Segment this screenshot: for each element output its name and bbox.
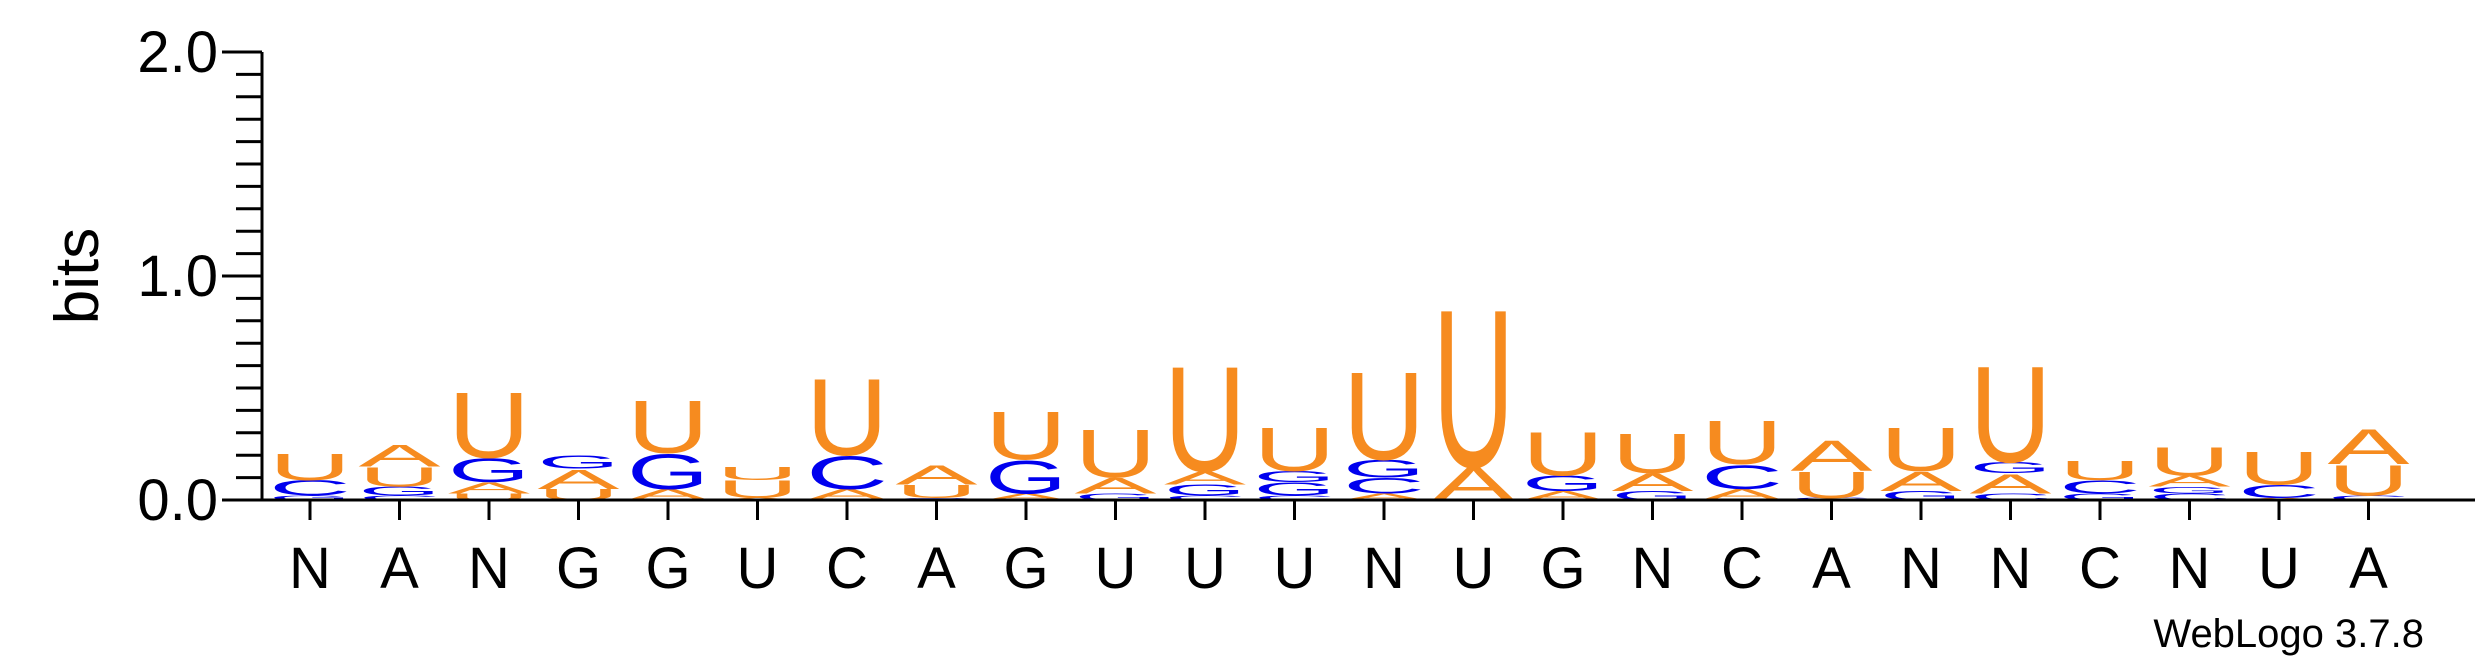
consensus-label: G — [1003, 536, 1048, 601]
logo-glyph-C: C — [806, 447, 888, 499]
consensus-label: A — [1812, 536, 1851, 601]
logo-glyph-U: U — [2327, 456, 2409, 505]
consensus-label: A — [380, 536, 419, 601]
logo-glyph-C: C — [1253, 494, 1335, 501]
logo-glyph-U: U — [1432, 263, 1514, 514]
logo-glyph-U: U — [627, 386, 709, 469]
logo-glyph-C: C — [2327, 494, 2409, 501]
logo-glyph-U: U — [1253, 415, 1335, 485]
logo-glyph-U: U — [1611, 422, 1693, 485]
consensus-label: C — [1721, 536, 1763, 601]
consensus-label: N — [289, 536, 331, 601]
logo-glyph-U: U — [1164, 336, 1246, 504]
logo-glyph-C: C — [269, 476, 351, 500]
consensus-label: N — [1632, 536, 1674, 601]
logo-glyph-A: A — [1880, 465, 1963, 497]
logo-glyph-U: U — [985, 397, 1067, 474]
consensus-label: U — [2258, 536, 2300, 601]
logo-glyph-U: U — [806, 356, 888, 479]
glyph-stacks: GCUCGUAUAGUUAGAGUAUUACUGUAAGUGAUCGAUCGGU… — [269, 263, 2410, 514]
logo-glyph-A: A — [448, 479, 531, 496]
logo-glyph-A: A — [538, 463, 621, 495]
logo-glyph-U: U — [1701, 408, 1783, 478]
logo-glyph-C: C — [1701, 458, 1783, 497]
logo-glyph-G: G — [1343, 455, 1425, 483]
logo-glyph-G: G — [448, 451, 530, 490]
logo-glyph-U: U — [2148, 439, 2230, 484]
logo-glyph-U: U — [716, 463, 798, 484]
consensus-label: C — [826, 536, 868, 601]
y-tick-label: 0.0 — [137, 468, 218, 533]
logo-glyph-U: U — [358, 461, 440, 493]
logo-glyph-U: U — [1522, 419, 1604, 489]
logo-glyph-G: G — [1254, 479, 1336, 500]
logo-glyph-U: U — [448, 374, 530, 479]
logo-glyph-C: C — [1343, 474, 1425, 498]
logo-glyph-U: U — [269, 446, 351, 488]
logo-glyph-U: U — [2059, 454, 2141, 486]
consensus-label: U — [1184, 536, 1226, 601]
logo-glyph-A: A — [2327, 419, 2410, 475]
logo-glyph-G: G — [1164, 481, 1246, 498]
y-tick-label: 2.0 — [137, 20, 218, 85]
logo-glyph-U: U — [448, 492, 530, 502]
logo-glyph-A: A — [1970, 468, 2053, 500]
consensus-label: G — [645, 536, 690, 601]
consensus-label: A — [917, 536, 956, 601]
logo-glyph-G: G — [1254, 468, 1336, 485]
logo-glyph-U: U — [1880, 415, 1962, 485]
consensus-label: N — [1363, 536, 1405, 601]
logo-glyph-G: G — [985, 451, 1067, 503]
logo-glyph-G: G — [1522, 471, 1604, 495]
logo-glyph-A: A — [1791, 431, 1874, 480]
logo-glyph-A: A — [896, 459, 979, 491]
logo-glyph-C: C — [1969, 492, 2051, 502]
logo-glyph-A: A — [1164, 467, 1246, 488]
consensus-label: U — [1274, 536, 1316, 601]
consensus-label: U — [1095, 536, 1137, 601]
y-ticks: 0.0 1.0 2.0 — [137, 20, 262, 533]
logo-glyph-U: U — [1969, 338, 2051, 492]
logo-glyph-A: A — [1074, 473, 1156, 498]
consensus-label: N — [468, 536, 510, 601]
consensus-label: G — [556, 536, 601, 601]
logo-glyph-A: A — [1612, 468, 1694, 496]
logo-glyph-U: U — [895, 481, 977, 502]
logo-glyph-U: U — [2238, 442, 2320, 494]
logo-glyph-G: G — [269, 494, 351, 501]
logo-glyph-C: C — [2238, 481, 2320, 502]
logo-glyph-G: G — [1075, 491, 1157, 502]
logo-glyph-A: A — [1343, 492, 1425, 502]
logo-glyph-G: G — [1970, 459, 2052, 476]
logo-glyph-U: U — [1343, 348, 1425, 487]
consensus-label: U — [1453, 536, 1495, 601]
consensus-label: A — [2349, 536, 2388, 601]
consensus-label: C — [2079, 536, 2121, 601]
consensus-label: G — [1540, 536, 1585, 601]
logo-glyph-C: C — [358, 494, 440, 501]
logo-glyph-G: G — [627, 444, 709, 500]
credit-label: WebLogo 3.7.8 — [2153, 612, 2424, 656]
logo-glyph-A: A — [2148, 472, 2231, 489]
y-axis-label: bits — [43, 228, 112, 324]
consensus-label: N — [1900, 536, 1942, 601]
consensus-label: U — [737, 536, 779, 601]
logo-glyph-C: C — [2148, 492, 2230, 502]
consensus-label: N — [2169, 536, 2211, 601]
logo-glyph-C: C — [1164, 494, 1246, 501]
logo-glyph-G: G — [2149, 485, 2231, 496]
logo-glyph-U: U — [1074, 415, 1156, 492]
logo-glyph-A: A — [359, 439, 441, 474]
y-tick-label: 1.0 — [137, 244, 218, 309]
logo-glyph-G: G — [2059, 491, 2141, 502]
logo-glyph-G: G — [359, 484, 441, 498]
logo-glyph-G: G — [538, 452, 620, 473]
logo-glyph-C: C — [2059, 476, 2141, 497]
logo-glyph-A: A — [985, 492, 1067, 502]
consensus-label: N — [1990, 536, 2032, 601]
